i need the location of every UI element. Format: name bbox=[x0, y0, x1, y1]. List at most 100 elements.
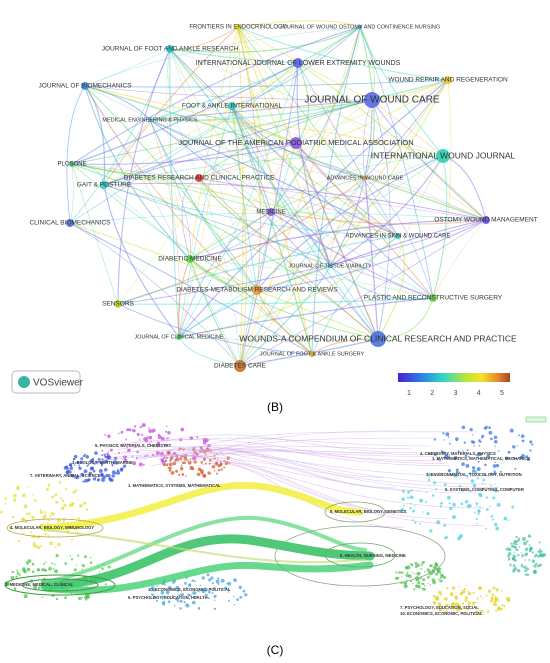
publication-dot bbox=[428, 476, 430, 479]
publication-dot bbox=[10, 576, 15, 580]
publication-dot bbox=[420, 564, 423, 567]
publication-dot bbox=[471, 601, 475, 605]
publication-dot bbox=[70, 501, 75, 506]
publication-dot bbox=[513, 542, 515, 544]
publication-dot bbox=[448, 502, 451, 505]
journal-label: MEDICAL ENGINEERING & PHYSICS bbox=[102, 117, 197, 123]
link bbox=[149, 26, 361, 121]
publication-dot bbox=[60, 506, 65, 510]
publication-dot bbox=[507, 450, 511, 454]
journal-node bbox=[148, 118, 152, 122]
publication-dot bbox=[210, 576, 214, 580]
publication-dot bbox=[433, 438, 437, 441]
field-label: 10. ECONOMICS, ECONOMIC, POLITICAL bbox=[148, 587, 231, 592]
publication-dot bbox=[69, 466, 74, 471]
publication-dot bbox=[185, 475, 187, 477]
publication-dot bbox=[208, 590, 211, 594]
link bbox=[117, 219, 487, 305]
publication-dot bbox=[65, 470, 69, 475]
publication-dot bbox=[428, 575, 430, 577]
publication-dot bbox=[455, 437, 459, 441]
publication-dot bbox=[446, 609, 448, 611]
publication-dot bbox=[175, 597, 179, 601]
journal-label: FOOT & ANKLE INTERNATIONAL bbox=[182, 103, 283, 110]
publication-dot bbox=[425, 501, 428, 504]
publication-dot bbox=[492, 464, 497, 468]
publication-dot bbox=[503, 516, 508, 521]
link bbox=[189, 155, 444, 260]
publication-dot bbox=[472, 591, 475, 594]
link bbox=[69, 222, 379, 340]
publication-dot bbox=[476, 522, 479, 525]
publication-dot bbox=[171, 594, 174, 597]
publication-dot bbox=[395, 571, 398, 574]
link bbox=[295, 142, 379, 340]
link bbox=[84, 26, 361, 87]
link bbox=[329, 99, 373, 267]
publication-dot bbox=[162, 602, 166, 606]
publication-dot bbox=[123, 458, 128, 463]
publication-dot bbox=[43, 562, 46, 565]
publication-dot bbox=[443, 483, 447, 486]
publication-dot bbox=[103, 467, 108, 472]
publication-dot bbox=[443, 597, 448, 601]
link bbox=[84, 85, 399, 237]
journal-node bbox=[482, 216, 490, 224]
publication-dot bbox=[457, 450, 460, 453]
publication-dot bbox=[443, 439, 445, 441]
publication-dot bbox=[48, 482, 50, 485]
publication-dot bbox=[405, 566, 409, 570]
publication-dot bbox=[525, 455, 529, 459]
publication-dot bbox=[400, 508, 405, 512]
publication-dot bbox=[433, 481, 437, 485]
publication-dot bbox=[513, 558, 516, 562]
publication-dot bbox=[435, 563, 439, 567]
link bbox=[329, 155, 444, 267]
publication-dot bbox=[520, 563, 523, 566]
publication-dot bbox=[420, 582, 423, 585]
publication-dot bbox=[16, 572, 20, 575]
link bbox=[169, 48, 180, 338]
publication-dot bbox=[23, 504, 28, 509]
publication-dot bbox=[440, 579, 442, 582]
journal-node bbox=[363, 176, 367, 180]
journal-label: ADVANCES IN WOUND CARE bbox=[327, 175, 404, 181]
link bbox=[169, 26, 361, 53]
publication-dot bbox=[101, 567, 104, 571]
publication-dot bbox=[449, 592, 454, 597]
link bbox=[295, 26, 361, 144]
publication-dot bbox=[524, 559, 526, 561]
publication-dot bbox=[524, 569, 528, 573]
link bbox=[84, 85, 313, 355]
link bbox=[270, 155, 444, 213]
journal-label: JOURNAL OF WOUND OSTOMY AND CONTINENCE N… bbox=[280, 24, 440, 30]
publication-dot bbox=[89, 556, 92, 559]
publication-dot bbox=[514, 467, 517, 470]
publication-dot bbox=[401, 575, 403, 578]
colorbar-tick-label: 4 bbox=[477, 390, 481, 397]
link bbox=[359, 26, 444, 157]
publication-dot bbox=[111, 470, 116, 475]
publication-dot bbox=[167, 585, 172, 590]
link bbox=[329, 219, 487, 267]
publication-dot bbox=[109, 448, 113, 452]
publication-dot bbox=[198, 606, 200, 609]
publication-dot bbox=[200, 461, 204, 464]
publication-dot bbox=[227, 599, 230, 602]
publication-dot bbox=[509, 563, 512, 566]
publication-dot bbox=[16, 485, 20, 489]
publication-dot bbox=[151, 593, 154, 596]
publication-dot bbox=[493, 470, 496, 473]
link bbox=[198, 177, 379, 340]
journal-node bbox=[252, 285, 262, 295]
link bbox=[149, 99, 373, 121]
publication-dot bbox=[510, 542, 513, 545]
journal-label: PLASTIC AND RECONSTRUCTIVE SURGERY bbox=[364, 295, 503, 302]
publication-dot bbox=[148, 429, 153, 433]
publication-dot bbox=[148, 443, 151, 446]
publication-dot bbox=[176, 589, 180, 592]
publication-dot bbox=[138, 462, 143, 467]
journal-label: OSTOMY WOUND MANAGEMENT bbox=[434, 217, 537, 224]
citation-band bbox=[43, 515, 367, 584]
